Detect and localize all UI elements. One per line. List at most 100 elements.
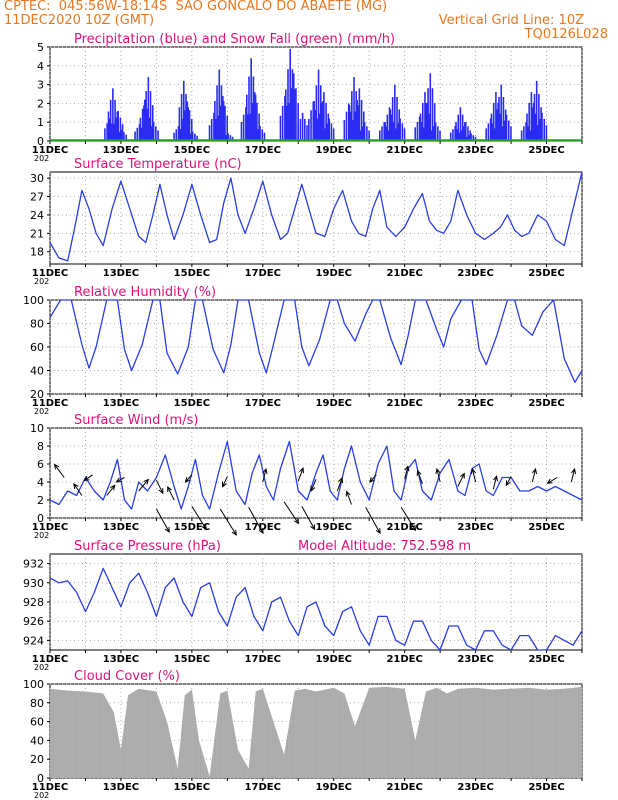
y-tick-label: 40 bbox=[30, 365, 44, 378]
y-tick-label: 20 bbox=[30, 753, 44, 766]
precip-bar bbox=[314, 110, 317, 141]
precip-bar bbox=[123, 132, 125, 141]
x-tick-label: 11DEC bbox=[32, 398, 68, 409]
precip-bar bbox=[503, 120, 506, 141]
y-tick-label: 24 bbox=[30, 209, 44, 222]
precip-bar bbox=[253, 92, 256, 141]
x-tick-label: 13DEC bbox=[103, 268, 139, 279]
wind-arrow bbox=[283, 501, 299, 524]
wind-arrow bbox=[191, 506, 207, 530]
wind-arrow bbox=[219, 508, 237, 536]
x-tick-label: 21DEC bbox=[386, 782, 422, 793]
wind-arrow-head bbox=[115, 477, 122, 483]
precip-bar bbox=[227, 133, 229, 141]
precip-bar bbox=[297, 125, 300, 141]
y-tick-label: 18 bbox=[30, 246, 44, 259]
wind-arrow bbox=[301, 506, 316, 530]
x-tick-label: 15DEC bbox=[174, 522, 210, 533]
precip-bar bbox=[539, 119, 541, 141]
precip-bar bbox=[388, 107, 391, 141]
x-tick-label: 11DEC bbox=[32, 782, 68, 793]
precip-bar bbox=[529, 130, 532, 141]
wind-arrow bbox=[222, 476, 228, 487]
x-axis-year: 202 bbox=[34, 531, 49, 540]
precip-bar bbox=[430, 130, 433, 141]
wind-arrow bbox=[185, 474, 193, 483]
wind-arrow bbox=[297, 467, 304, 482]
precip-bar bbox=[536, 125, 539, 141]
y-tick-label: 1 bbox=[37, 116, 44, 129]
precip-bar bbox=[425, 103, 427, 141]
x-tick-label: 13DEC bbox=[103, 782, 139, 793]
wind-arrow-head bbox=[143, 478, 150, 485]
precip-bar bbox=[398, 109, 401, 141]
x-tick-label: 15DEC bbox=[174, 268, 210, 279]
precip-bar bbox=[432, 126, 435, 141]
wind-arrow-head bbox=[546, 478, 553, 484]
x-tick-label: 19DEC bbox=[316, 654, 352, 665]
precip-bar bbox=[297, 103, 299, 141]
precip-bar bbox=[254, 94, 257, 141]
precip-bar bbox=[355, 91, 358, 141]
precip-bar bbox=[474, 136, 477, 141]
wind-arrow bbox=[138, 479, 149, 492]
precip-bar bbox=[469, 130, 471, 141]
precip-bar bbox=[403, 128, 406, 141]
wind-arrow-head bbox=[73, 483, 79, 489]
precip-bar bbox=[360, 99, 363, 141]
wind-arrow bbox=[547, 477, 558, 484]
precip-bar bbox=[180, 94, 183, 141]
precip-bar bbox=[525, 122, 527, 141]
wind-arrow-head bbox=[435, 467, 441, 475]
x-tick-label: 17DEC bbox=[245, 654, 281, 665]
precip-bar bbox=[456, 129, 459, 141]
y-tick-label: 20 bbox=[30, 388, 44, 401]
y-tick-label: 21 bbox=[30, 227, 44, 240]
precip-bar bbox=[295, 88, 297, 141]
precip-bar bbox=[121, 124, 124, 141]
precip-bar bbox=[359, 130, 362, 141]
precip-bar bbox=[183, 80, 185, 141]
precip-bar bbox=[312, 101, 315, 141]
precip-bar bbox=[150, 126, 153, 141]
wind-arrow-head bbox=[411, 525, 417, 532]
precip-bar bbox=[109, 99, 112, 141]
precip-bar bbox=[252, 76, 255, 141]
precip-bar bbox=[426, 102, 428, 141]
x-tick-label: 19DEC bbox=[316, 398, 352, 409]
precip-bar bbox=[383, 122, 385, 141]
cloud-area bbox=[50, 686, 582, 778]
precip-bar bbox=[247, 114, 249, 141]
wind-arrow-head bbox=[338, 476, 344, 484]
precip-bar bbox=[534, 113, 537, 141]
precip-bar bbox=[366, 126, 368, 141]
y-tick-label: 924 bbox=[23, 634, 44, 647]
y-tick-label: 0 bbox=[37, 135, 44, 148]
precip-bar bbox=[118, 132, 121, 141]
x-tick-label: 23DEC bbox=[457, 782, 493, 793]
wind-arrow-head bbox=[201, 524, 207, 531]
precip-bar bbox=[464, 122, 467, 141]
precip-bar bbox=[289, 48, 291, 141]
precip-bar bbox=[378, 130, 381, 141]
y-tick-label: 0 bbox=[37, 512, 44, 525]
precip-bar bbox=[119, 117, 122, 141]
wind-arrow-head bbox=[570, 467, 577, 475]
y-tick-label: 2 bbox=[37, 97, 44, 110]
precip-bar bbox=[117, 110, 119, 141]
precip-bar bbox=[281, 105, 284, 141]
wind-arrow-head bbox=[262, 467, 268, 475]
precip-bar bbox=[507, 120, 510, 141]
x-tick-label: 25DEC bbox=[528, 145, 564, 156]
wind-arrow bbox=[471, 468, 477, 483]
precip-bar bbox=[485, 128, 487, 141]
precip-bar bbox=[112, 124, 115, 141]
precip-bar bbox=[418, 116, 421, 141]
x-tick-label: 21DEC bbox=[386, 145, 422, 156]
precip-bar bbox=[196, 135, 198, 141]
precip-bar bbox=[427, 88, 429, 141]
run-date: 11DEC2020 10Z (GMT) bbox=[4, 13, 155, 28]
precip-bar bbox=[523, 126, 525, 141]
precip-bar bbox=[470, 133, 472, 141]
